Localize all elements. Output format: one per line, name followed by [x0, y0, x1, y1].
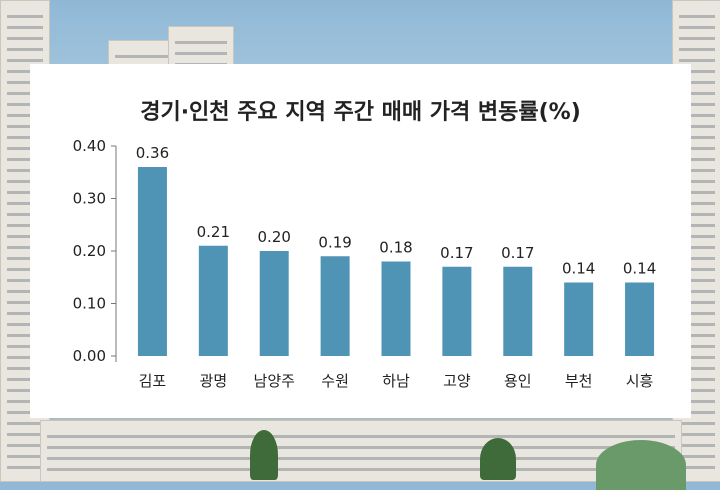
- background-tree: [250, 430, 278, 480]
- chart-title: 경기·인천 주요 지역 주간 매매 가격 변동률(%): [140, 100, 581, 125]
- data-label: 0.17: [501, 244, 534, 262]
- data-label: 0.14: [562, 260, 595, 278]
- bar: [259, 251, 289, 356]
- data-label: 0.21: [197, 223, 230, 241]
- bar: [381, 261, 411, 356]
- background-tree: [480, 438, 516, 480]
- bar-chart: 0.00 0.10 0.20 0.30 0.40 0.36 김포 0.21 광명 0.20 남양주 0…: [73, 137, 657, 390]
- bar: [564, 282, 594, 356]
- x-category-label: 김포: [139, 372, 167, 390]
- data-label: 0.36: [136, 144, 169, 162]
- data-label: 0.19: [318, 233, 351, 251]
- x-category-label: 남양주: [254, 372, 295, 390]
- x-category-label: 하남: [382, 372, 410, 390]
- bar: [442, 266, 472, 356]
- x-category-label: 부천: [565, 372, 593, 390]
- bar: [198, 245, 228, 356]
- x-category-label: 수원: [321, 372, 349, 390]
- data-label: 0.14: [623, 260, 656, 278]
- x-category-label: 시흥: [626, 372, 654, 390]
- data-label: 0.18: [379, 239, 412, 257]
- bar: [625, 282, 655, 356]
- x-category-label: 용인: [504, 372, 532, 390]
- background-building: [40, 420, 682, 482]
- y-tick-label: 0.30: [73, 190, 106, 208]
- x-category-label: 광명: [200, 372, 228, 390]
- data-label: 0.20: [258, 228, 291, 246]
- chart-panel: 경기·인천 주요 지역 주간 매매 가격 변동률(%) 0.00 0.10 0.20…: [30, 64, 691, 418]
- y-tick-label: 0.10: [73, 295, 106, 313]
- y-tick-label: 0.40: [73, 137, 106, 155]
- y-tick-label: 0.20: [73, 242, 106, 260]
- y-tick-label: 0.00: [73, 347, 106, 365]
- data-label: 0.17: [440, 244, 473, 262]
- background-dome: [596, 440, 686, 490]
- x-category-label: 고양: [443, 372, 471, 390]
- bar: [137, 167, 167, 356]
- bar: [503, 266, 533, 356]
- bar: [320, 256, 350, 356]
